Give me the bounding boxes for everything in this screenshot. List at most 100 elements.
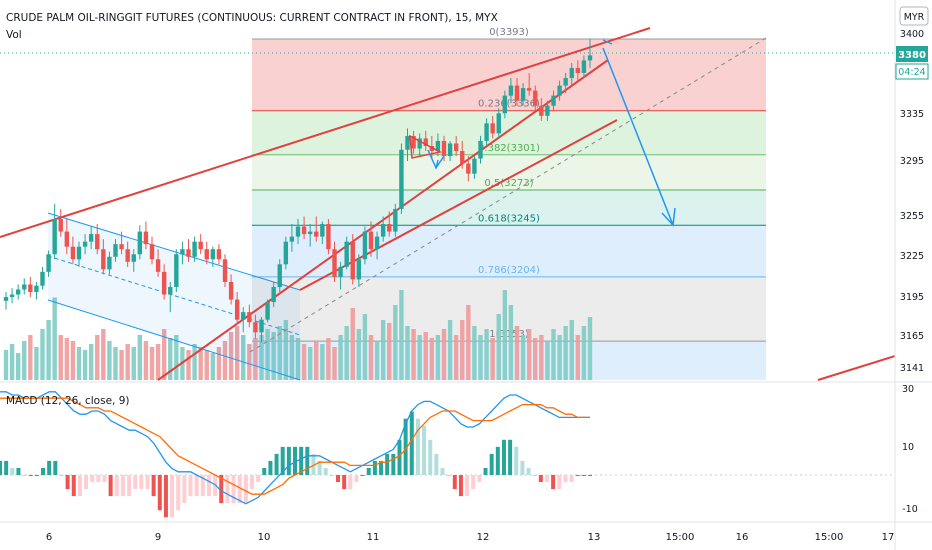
candle[interactable]	[411, 130, 416, 154]
candle[interactable]	[380, 216, 386, 242]
price-candles[interactable]	[3, 39, 593, 343]
candle[interactable]	[453, 135, 459, 157]
candle[interactable]	[472, 156, 477, 179]
candle[interactable]	[76, 241, 82, 267]
candle[interactable]	[393, 203, 398, 237]
candle[interactable]	[113, 239, 118, 262]
channel-upper-line[interactable]	[47, 212, 301, 291]
candle[interactable]	[466, 156, 471, 182]
candle[interactable]	[46, 250, 51, 277]
candle[interactable]	[247, 304, 252, 328]
candle[interactable]	[307, 224, 313, 247]
candle[interactable]	[332, 241, 337, 282]
candle[interactable]	[155, 249, 161, 277]
price-axis[interactable]: 3400 3335 3295 3255 3225 3195 3165 3141	[900, 29, 924, 374]
candle[interactable]	[259, 317, 264, 343]
candle[interactable]	[9, 288, 15, 304]
candle[interactable]	[271, 281, 276, 308]
forecast-arrow[interactable]	[602, 39, 676, 227]
candle[interactable]	[587, 39, 593, 68]
flag-pattern[interactable]	[409, 134, 445, 170]
candle[interactable]	[356, 254, 362, 287]
candle[interactable]	[460, 140, 465, 169]
candle[interactable]	[125, 241, 130, 267]
candle[interactable]	[3, 291, 9, 310]
candle[interactable]	[180, 241, 185, 265]
candle[interactable]	[234, 291, 240, 325]
candle[interactable]	[581, 55, 587, 79]
candle[interactable]	[362, 226, 368, 265]
candle[interactable]	[326, 218, 331, 255]
candle[interactable]	[520, 83, 526, 106]
channel-lower-line[interactable]	[47, 299, 301, 381]
descending-channel[interactable]	[47, 212, 301, 381]
macd-line[interactable]	[0, 391, 590, 505]
candle[interactable]	[514, 78, 520, 106]
candle[interactable]	[40, 266, 45, 290]
candle[interactable]	[289, 224, 295, 252]
candle[interactable]	[301, 216, 307, 240]
candle[interactable]	[15, 284, 21, 300]
candle[interactable]	[174, 249, 179, 292]
candle[interactable]	[253, 314, 258, 339]
candle[interactable]	[295, 218, 301, 245]
candle[interactable]	[417, 133, 422, 157]
candle[interactable]	[533, 85, 538, 111]
candle[interactable]	[387, 211, 392, 237]
candle[interactable]	[447, 140, 453, 162]
candle[interactable]	[216, 244, 222, 265]
candle[interactable]	[314, 216, 319, 242]
candle[interactable]	[368, 221, 374, 257]
candle[interactable]	[28, 276, 33, 298]
candle[interactable]	[58, 208, 63, 237]
candle[interactable]	[186, 239, 191, 262]
candle[interactable]	[502, 90, 508, 119]
candle[interactable]	[338, 261, 343, 290]
candle[interactable]	[210, 246, 216, 267]
candle[interactable]	[149, 236, 155, 265]
candle[interactable]	[22, 278, 27, 295]
candle[interactable]	[222, 254, 228, 287]
candle[interactable]	[545, 100, 550, 121]
candle[interactable]	[34, 281, 39, 300]
candle[interactable]	[344, 236, 349, 270]
candle[interactable]	[168, 281, 173, 313]
candle[interactable]	[496, 108, 501, 139]
candle[interactable]	[569, 62, 574, 86]
macd-signal-line[interactable]	[0, 397, 590, 495]
candle[interactable]	[101, 239, 106, 275]
candle[interactable]	[119, 231, 124, 255]
candle[interactable]	[563, 72, 568, 94]
candle[interactable]	[161, 264, 167, 300]
candle[interactable]	[557, 80, 562, 101]
candle[interactable]	[283, 236, 289, 270]
candle[interactable]	[70, 236, 76, 265]
candle[interactable]	[131, 249, 136, 272]
candle[interactable]	[107, 251, 112, 275]
candle[interactable]	[575, 60, 581, 81]
candle[interactable]	[320, 221, 325, 245]
candle[interactable]	[374, 231, 380, 260]
candle[interactable]	[241, 307, 246, 333]
candle[interactable]	[204, 241, 209, 265]
candle[interactable]	[52, 203, 57, 260]
candle[interactable]	[137, 225, 143, 260]
candle[interactable]	[82, 234, 88, 255]
candle[interactable]	[64, 218, 70, 255]
trendline-upper[interactable]	[0, 27, 651, 238]
candle[interactable]	[551, 90, 556, 111]
candle[interactable]	[508, 78, 514, 104]
trendline-far-right[interactable]	[817, 355, 896, 381]
candle[interactable]	[490, 115, 495, 139]
candle[interactable]	[423, 130, 428, 152]
candle[interactable]	[526, 72, 532, 96]
candle[interactable]	[192, 236, 197, 262]
candle[interactable]	[484, 118, 489, 146]
currency-badge[interactable]: MYR	[899, 6, 929, 26]
macd-axis[interactable]: 30 10 -10	[902, 384, 918, 515]
candle[interactable]	[350, 234, 355, 285]
candle[interactable]	[478, 135, 483, 164]
candle[interactable]	[95, 224, 100, 255]
candle[interactable]	[198, 234, 203, 255]
